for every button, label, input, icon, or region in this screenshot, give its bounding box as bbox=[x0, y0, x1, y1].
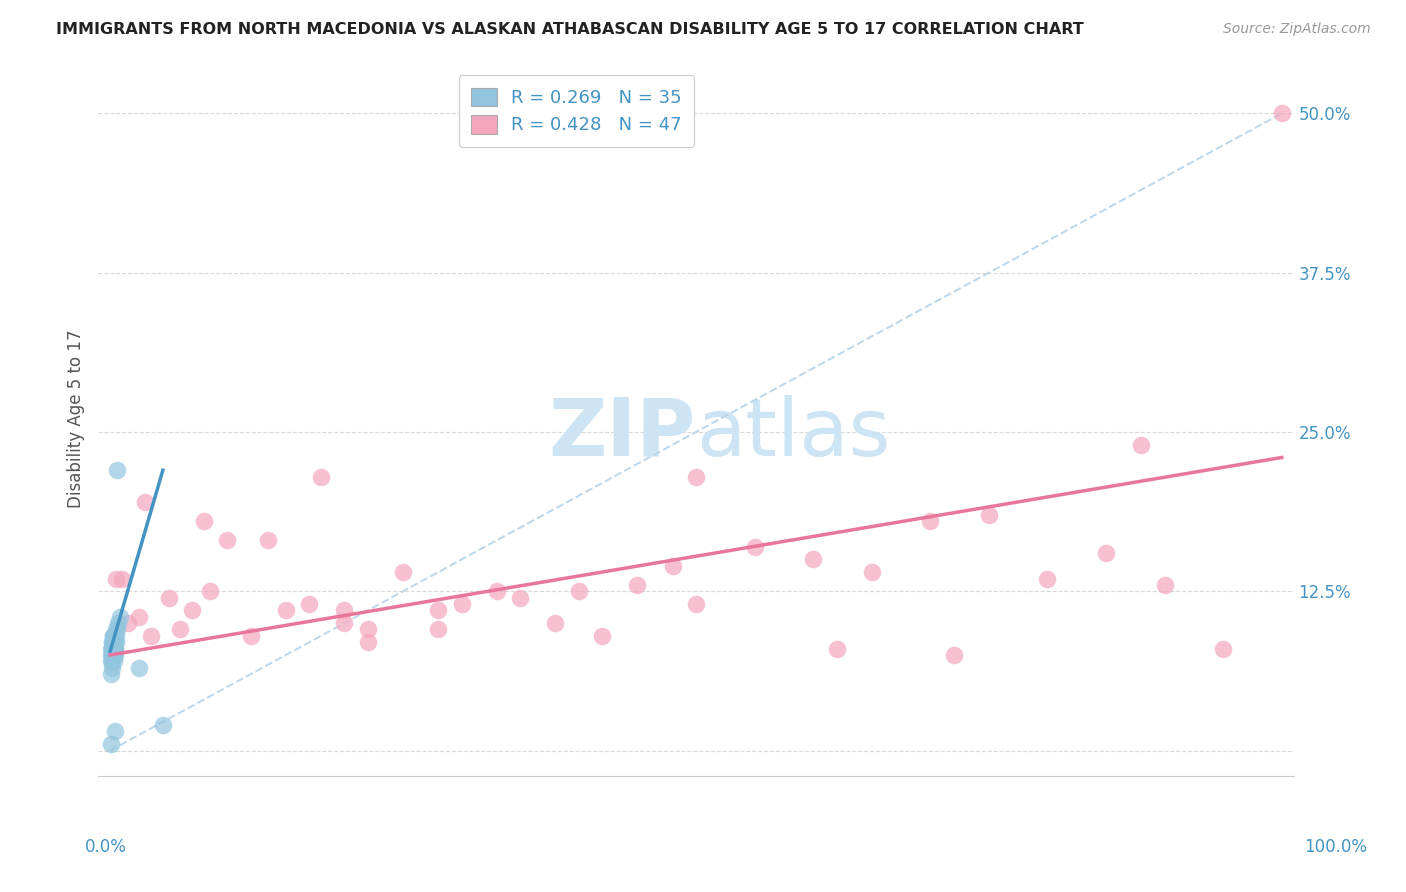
Point bbox=[100, 737, 122, 751]
Point bbox=[101, 641, 124, 656]
Point bbox=[104, 629, 127, 643]
Point bbox=[103, 635, 125, 649]
Text: atlas: atlas bbox=[696, 394, 890, 473]
Point bbox=[100, 641, 122, 656]
Point bbox=[101, 635, 124, 649]
Point bbox=[1271, 106, 1294, 120]
Point bbox=[920, 514, 942, 528]
Point bbox=[685, 597, 707, 611]
Point bbox=[103, 648, 125, 662]
Point bbox=[104, 635, 127, 649]
Y-axis label: Disability Age 5 to 17: Disability Age 5 to 17 bbox=[66, 330, 84, 508]
Point bbox=[134, 495, 156, 509]
Point bbox=[104, 635, 127, 649]
Point bbox=[101, 654, 124, 668]
Point bbox=[198, 584, 221, 599]
Point bbox=[801, 552, 824, 566]
Point bbox=[357, 635, 380, 649]
Point bbox=[591, 629, 613, 643]
Point bbox=[101, 661, 124, 675]
Point bbox=[105, 572, 128, 586]
Point bbox=[111, 572, 134, 586]
Point bbox=[860, 565, 883, 579]
Point bbox=[117, 616, 139, 631]
Point bbox=[101, 629, 124, 643]
Point bbox=[108, 609, 131, 624]
Point bbox=[100, 654, 122, 668]
Point bbox=[825, 641, 848, 656]
Point bbox=[392, 565, 415, 579]
Point bbox=[1153, 578, 1175, 592]
Point bbox=[450, 597, 472, 611]
Point bbox=[104, 648, 127, 662]
Point bbox=[105, 463, 128, 477]
Point bbox=[105, 629, 128, 643]
Text: Source: ZipAtlas.com: Source: ZipAtlas.com bbox=[1223, 22, 1371, 37]
Legend: R = 0.269   N = 35, R = 0.428   N = 47: R = 0.269 N = 35, R = 0.428 N = 47 bbox=[458, 75, 695, 147]
Point bbox=[274, 603, 297, 617]
Point bbox=[101, 629, 124, 643]
Point bbox=[568, 584, 591, 599]
Point bbox=[1212, 641, 1234, 656]
Point bbox=[309, 469, 332, 483]
Point bbox=[100, 667, 122, 681]
Text: IMMIGRANTS FROM NORTH MACEDONIA VS ALASKAN ATHABASCAN DISABILITY AGE 5 TO 17 COR: IMMIGRANTS FROM NORTH MACEDONIA VS ALASK… bbox=[56, 22, 1084, 37]
Point bbox=[626, 578, 648, 592]
Point bbox=[105, 623, 128, 637]
Text: ZIP: ZIP bbox=[548, 394, 696, 473]
Point bbox=[1095, 546, 1118, 560]
Point bbox=[257, 533, 280, 548]
Point bbox=[744, 540, 766, 554]
Point bbox=[333, 603, 356, 617]
Point bbox=[128, 609, 150, 624]
Point bbox=[544, 616, 567, 631]
Text: 0.0%: 0.0% bbox=[84, 838, 127, 856]
Point bbox=[193, 514, 215, 528]
Point bbox=[239, 629, 262, 643]
Point bbox=[217, 533, 239, 548]
Point bbox=[685, 469, 707, 483]
Text: 100.0%: 100.0% bbox=[1305, 838, 1367, 856]
Point bbox=[101, 648, 124, 662]
Point bbox=[103, 654, 125, 668]
Point bbox=[152, 718, 174, 732]
Point bbox=[141, 629, 163, 643]
Point bbox=[105, 623, 128, 637]
Point bbox=[103, 641, 125, 656]
Point bbox=[427, 623, 450, 637]
Point bbox=[100, 648, 122, 662]
Point bbox=[101, 635, 124, 649]
Point bbox=[357, 623, 380, 637]
Point bbox=[485, 584, 508, 599]
Point bbox=[1130, 438, 1153, 452]
Point bbox=[661, 558, 683, 573]
Point bbox=[427, 603, 450, 617]
Point bbox=[104, 724, 127, 739]
Point bbox=[181, 603, 204, 617]
Point bbox=[103, 641, 125, 656]
Point bbox=[104, 641, 127, 656]
Point bbox=[942, 648, 965, 662]
Point bbox=[128, 661, 150, 675]
Point bbox=[107, 616, 129, 631]
Point bbox=[103, 629, 125, 643]
Point bbox=[333, 616, 356, 631]
Point bbox=[509, 591, 531, 605]
Point bbox=[157, 591, 180, 605]
Point bbox=[169, 623, 191, 637]
Point bbox=[1036, 572, 1059, 586]
Point bbox=[100, 648, 122, 662]
Point bbox=[977, 508, 1000, 522]
Point bbox=[298, 597, 321, 611]
Point bbox=[104, 641, 127, 656]
